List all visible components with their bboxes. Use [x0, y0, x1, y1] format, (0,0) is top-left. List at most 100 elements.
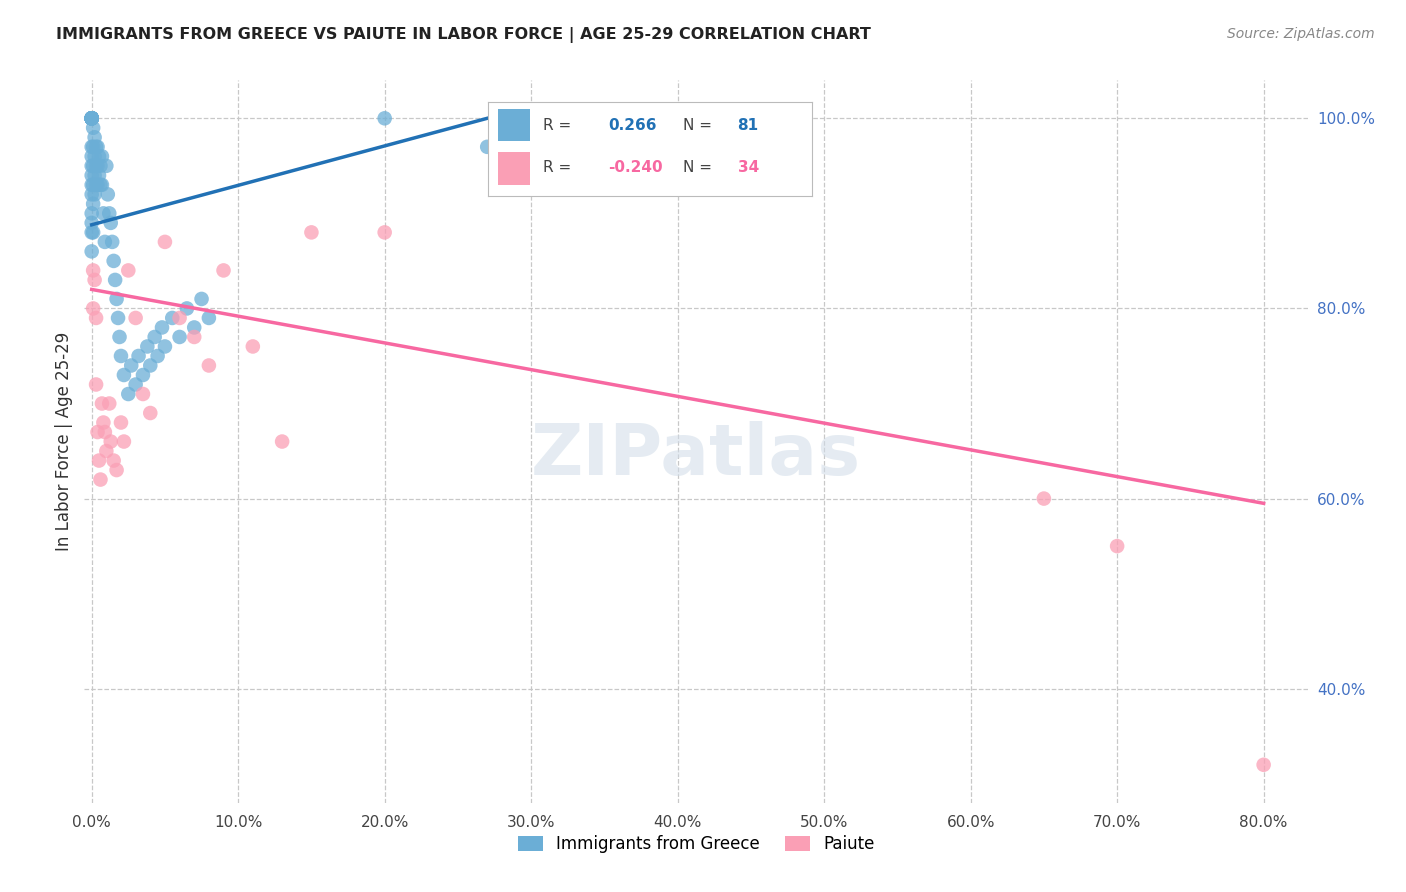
Point — [374, 226, 396, 240]
Point — [139, 359, 162, 373]
Point — [80, 226, 103, 240]
Point — [91, 396, 114, 410]
Point — [89, 178, 111, 192]
Point — [82, 140, 104, 154]
Point — [242, 339, 264, 353]
Point — [82, 301, 104, 316]
Point — [91, 178, 114, 192]
Point — [80, 112, 103, 126]
Point — [101, 235, 124, 249]
Point — [83, 149, 105, 163]
Point — [80, 244, 103, 259]
Point — [112, 368, 135, 382]
Point — [169, 330, 191, 344]
Point — [117, 387, 139, 401]
Point — [82, 120, 104, 135]
Point — [374, 112, 396, 126]
Point — [107, 310, 129, 325]
Point — [80, 112, 103, 126]
Point — [97, 187, 120, 202]
Point — [83, 130, 105, 145]
Point — [117, 263, 139, 277]
Point — [80, 112, 103, 126]
Point — [80, 112, 103, 126]
Point — [84, 159, 107, 173]
Point — [80, 112, 103, 126]
Point — [80, 159, 103, 173]
Point — [91, 149, 114, 163]
Point — [103, 254, 125, 268]
Point — [82, 178, 104, 192]
Point — [96, 159, 118, 173]
Point — [80, 112, 103, 126]
Point — [100, 434, 122, 449]
Point — [80, 112, 103, 126]
Point — [176, 301, 198, 316]
Point — [80, 187, 103, 202]
Point — [82, 226, 104, 240]
Point — [80, 112, 103, 126]
Point — [80, 149, 103, 163]
Point — [80, 112, 103, 126]
Point — [183, 320, 205, 334]
Point — [103, 453, 125, 467]
Point — [93, 206, 115, 220]
Point — [83, 169, 105, 183]
Point — [110, 349, 132, 363]
Point — [136, 339, 159, 353]
Point — [128, 349, 150, 363]
Point — [80, 140, 103, 154]
Point — [94, 235, 117, 249]
Point — [98, 206, 121, 220]
Point — [87, 169, 110, 183]
Point — [80, 112, 103, 126]
Point — [162, 310, 184, 325]
Point — [190, 292, 212, 306]
Point — [87, 453, 110, 467]
Point — [183, 330, 205, 344]
Point — [198, 359, 221, 373]
Point — [104, 273, 127, 287]
Point — [1253, 757, 1275, 772]
Point — [80, 206, 103, 220]
Point — [82, 263, 104, 277]
Point — [153, 339, 176, 353]
Point — [143, 330, 166, 344]
Point — [477, 140, 499, 154]
Point — [105, 463, 128, 477]
Point — [84, 310, 107, 325]
Point — [80, 178, 103, 192]
Point — [146, 349, 169, 363]
Point — [80, 112, 103, 126]
Point — [108, 330, 131, 344]
Point — [169, 310, 191, 325]
Point — [1107, 539, 1129, 553]
Text: Source: ZipAtlas.com: Source: ZipAtlas.com — [1227, 27, 1375, 41]
Point — [120, 359, 142, 373]
Point — [89, 159, 111, 173]
Point — [80, 216, 103, 230]
Point — [150, 320, 173, 334]
Point — [271, 434, 294, 449]
Point — [212, 263, 235, 277]
Point — [98, 396, 121, 410]
Point — [80, 112, 103, 126]
Point — [86, 159, 108, 173]
Point — [1032, 491, 1054, 506]
Point — [112, 434, 135, 449]
Point — [86, 425, 108, 439]
Point — [124, 377, 146, 392]
Point — [139, 406, 162, 420]
Point — [94, 425, 117, 439]
Point — [105, 292, 128, 306]
Point — [124, 310, 146, 325]
Point — [83, 187, 105, 202]
Point — [132, 387, 155, 401]
Point — [93, 416, 115, 430]
Y-axis label: In Labor Force | Age 25-29: In Labor Force | Age 25-29 — [55, 332, 73, 551]
Point — [80, 169, 103, 183]
Text: IMMIGRANTS FROM GREECE VS PAIUTE IN LABOR FORCE | AGE 25-29 CORRELATION CHART: IMMIGRANTS FROM GREECE VS PAIUTE IN LABO… — [56, 27, 872, 43]
Legend: Immigrants from Greece, Paiute: Immigrants from Greece, Paiute — [510, 828, 882, 860]
Point — [153, 235, 176, 249]
Point — [80, 112, 103, 126]
